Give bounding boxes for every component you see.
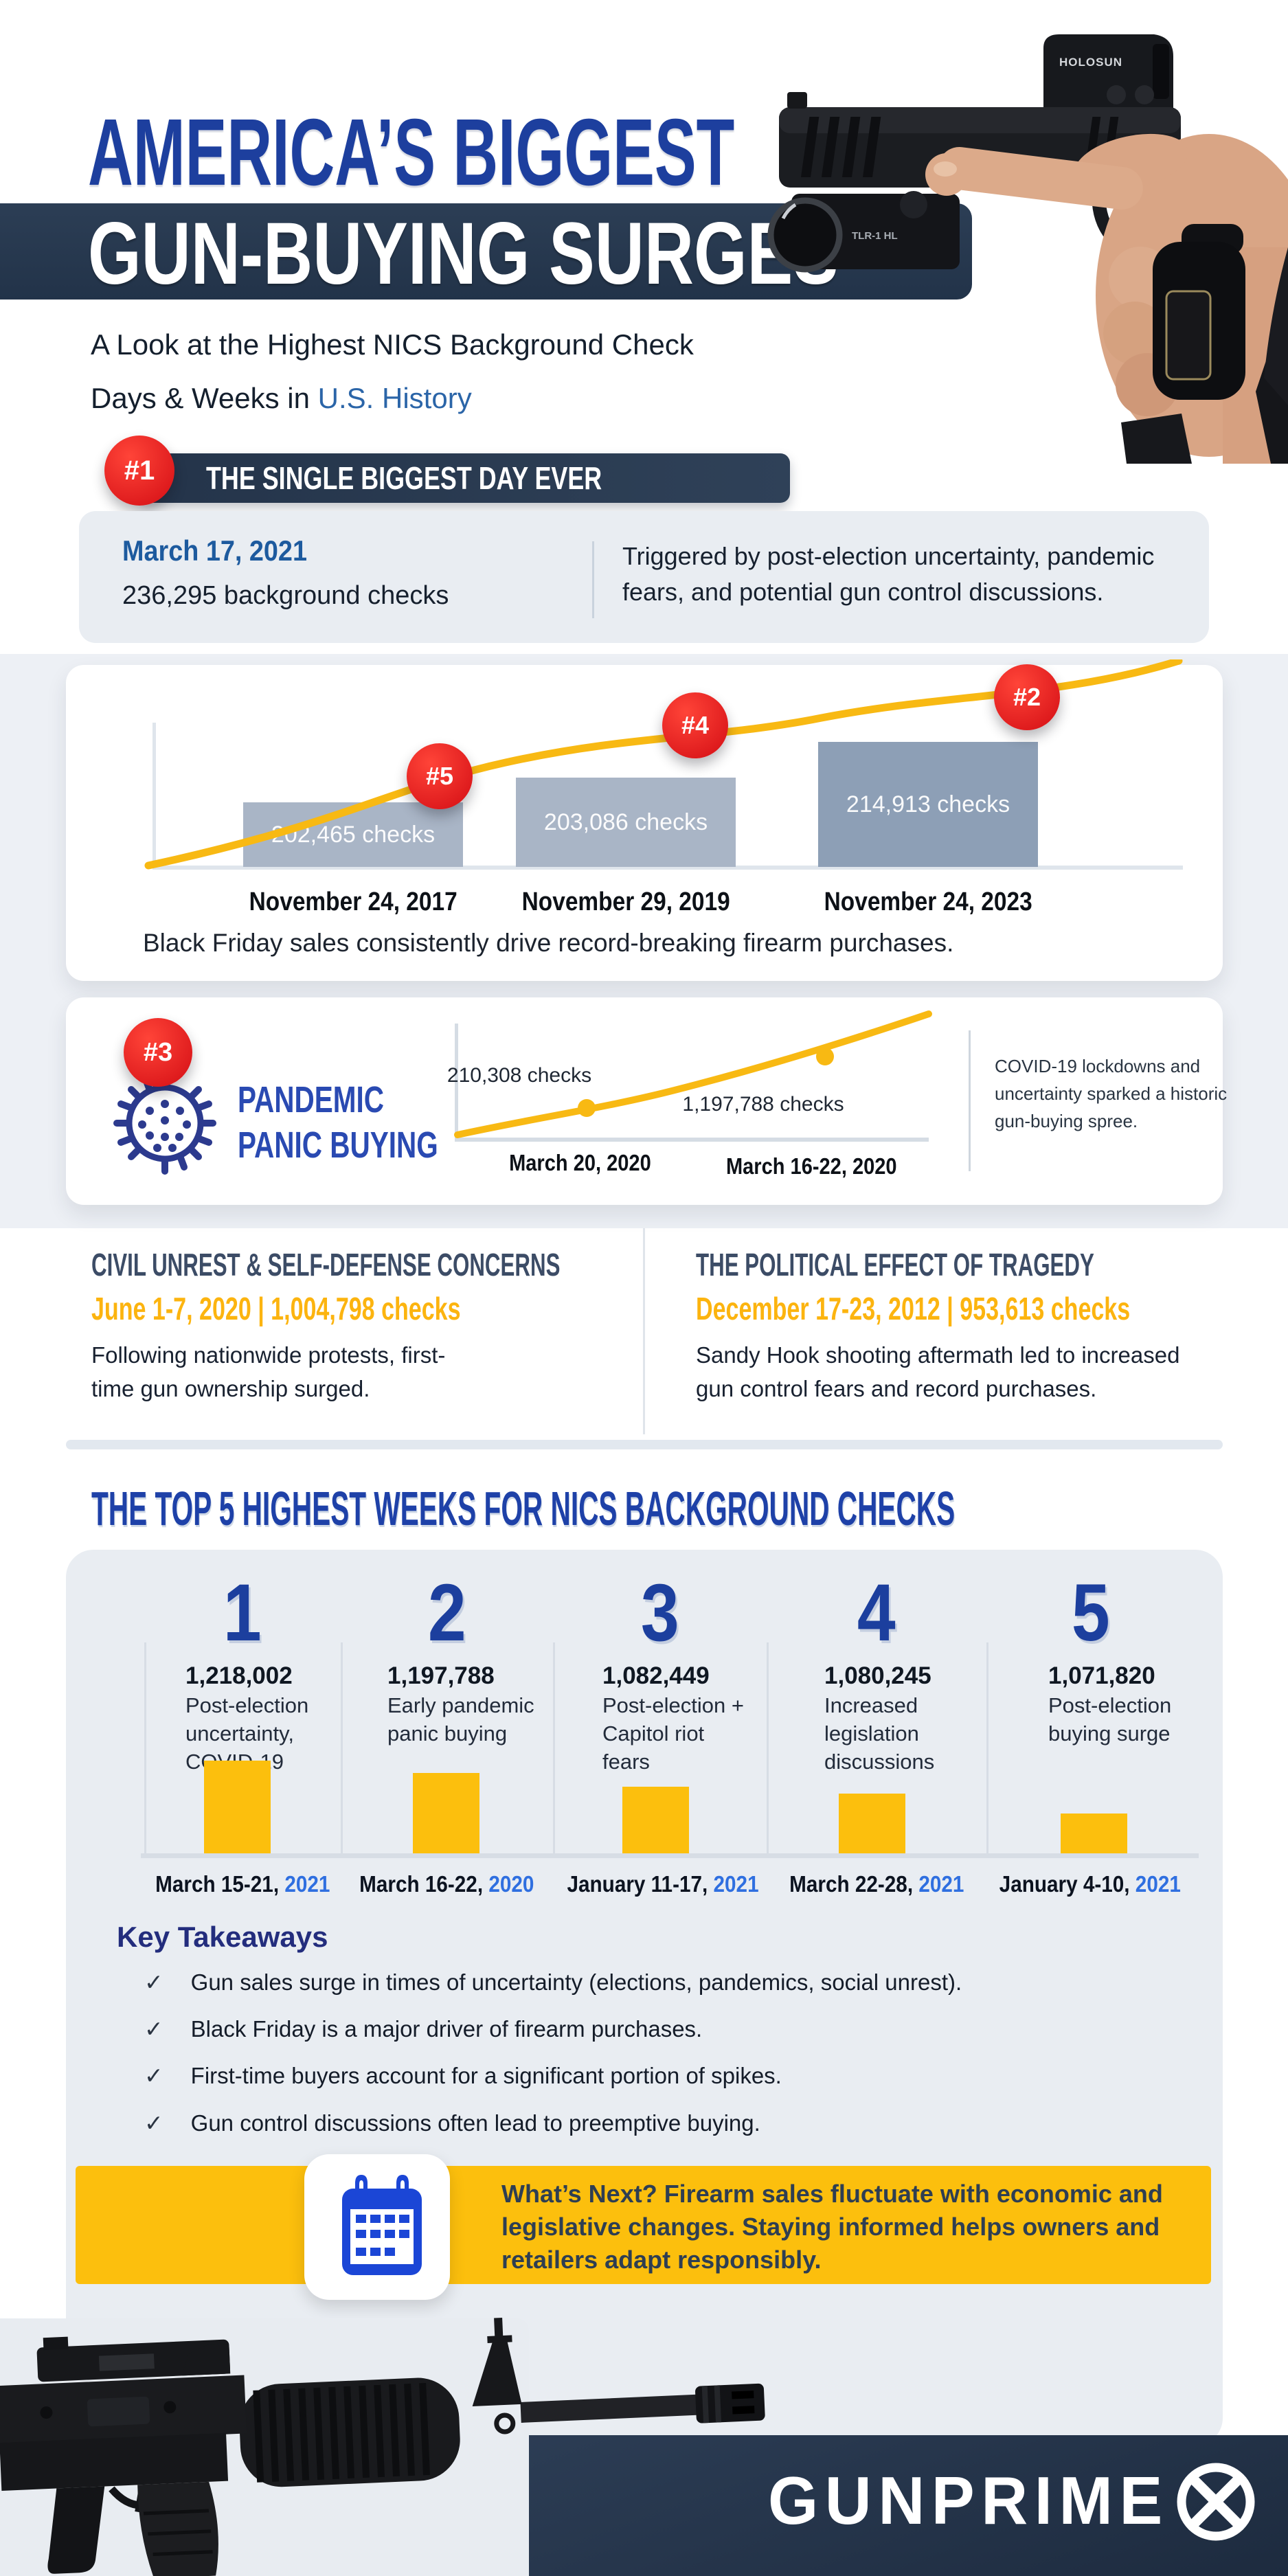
black-friday-date-3: November 24, 2023	[824, 888, 1032, 916]
divider	[553, 1642, 555, 1857]
top5-rank-4: 4	[857, 1568, 896, 1658]
subtitle-line1: A Look at the Highest NICS Background Ch…	[91, 328, 694, 361]
tragedy-heading: THE POLITICAL EFFECT OF TRAGEDY	[696, 1247, 1094, 1283]
black-friday-bar-3: 214,913 checks	[818, 742, 1038, 867]
top5-value-1: 1,218,002	[185, 1662, 293, 1689]
black-friday-date-2: November 29, 2019	[521, 888, 730, 916]
footer-logo-icon	[1177, 2463, 1255, 2541]
key-takeaway-item: ✓ First-time buyers account for a signifi…	[144, 2063, 782, 2088]
divider	[592, 541, 594, 618]
divider	[969, 1030, 971, 1171]
single-biggest-day-heading: THE SINGLE BIGGEST DAY EVER	[206, 460, 602, 496]
civil-unrest-heading: CIVIL UNREST & SELF-DEFENSE CONCERNS	[91, 1247, 561, 1283]
civil-unrest-stat: June 1-7, 2020 | 1,004,798 checks	[91, 1291, 461, 1326]
top5-value-2: 1,197,788	[387, 1662, 495, 1689]
check-icon: ✓	[144, 2110, 163, 2136]
key-takeaways-heading: Key Takeaways	[117, 1921, 328, 1953]
footer-brand: GUNPRIME	[768, 2463, 1169, 2538]
top5-label-2: Early pandemic panic buying	[387, 1693, 534, 1745]
calendar-icon	[342, 2175, 422, 2275]
chart-baseline	[152, 866, 1183, 870]
check-icon: ✓	[144, 2016, 163, 2042]
top5-value-5: 1,071,820	[1048, 1662, 1155, 1689]
pandemic-card	[66, 997, 1223, 1205]
page-title-line2: GUN-BUYING SURGES	[88, 205, 839, 303]
check-icon: ✓	[144, 1969, 163, 1995]
pandemic-description: COVID-19 lockdowns and uncertainty spark…	[995, 1056, 1228, 1131]
top5-label-3: Post-election + Capitol riot fears	[602, 1693, 744, 1774]
whats-next-text: What’s Next? Firearm sales fluctuate wit…	[501, 2180, 1163, 2274]
pandemic-title-line2: PANIC BUYING	[238, 1125, 438, 1166]
top5-rank-5: 5	[1072, 1568, 1110, 1658]
rank-3-badge: #3	[124, 1018, 192, 1087]
rank-1-badge: #1	[104, 436, 174, 506]
light-brand-label: TLR-1 HL	[852, 230, 898, 242]
top5-rank-2: 2	[427, 1568, 466, 1658]
tragedy-description: Sandy Hook shooting aftermath led to inc…	[696, 1342, 1180, 1401]
single-biggest-day-bar	[140, 453, 790, 503]
top5-rank-3: 3	[640, 1568, 679, 1658]
divider	[767, 1642, 769, 1857]
single-biggest-day-value: 236,295 background checks	[122, 581, 449, 610]
rank-5-badge: #5	[407, 743, 473, 809]
black-friday-date-1: November 24, 2017	[249, 888, 457, 916]
rank-4-badge: #4	[662, 692, 728, 758]
pandemic-point2-value: 1,197,788 checks	[682, 1093, 844, 1116]
top5-bar-3	[622, 1787, 689, 1853]
pandemic-point2-date: March 16-22, 2020	[725, 1153, 897, 1179]
top5-bar-1	[204, 1761, 271, 1853]
subtitle-highlight: U.S. History	[317, 382, 472, 414]
single-biggest-day-date: March 17, 2021	[122, 534, 307, 567]
check-icon: ✓	[144, 2063, 163, 2088]
pandemic-title-line1: PANDEMIC	[238, 1079, 385, 1120]
divider	[986, 1642, 988, 1857]
subtitle-line2: Days & Weeks in U.S. History	[91, 382, 472, 415]
subtitle-line2-prefix: Days & Weeks in	[91, 382, 318, 414]
divider	[341, 1642, 343, 1857]
key-takeaway-item: ✓ Black Friday is a major driver of firea…	[144, 2016, 703, 2042]
top5-date-5: January 4-10, 2021	[999, 1871, 1182, 1897]
top5-date-3: January 11-17, 2021	[567, 1871, 759, 1897]
top5-value-4: 1,080,245	[824, 1662, 931, 1689]
top5-date-2: March 16-22, 2020	[359, 1871, 534, 1897]
top5-value-3: 1,082,449	[602, 1662, 710, 1689]
black-friday-caption: Black Friday sales consistently drive re…	[143, 929, 954, 957]
top5-label-4: Increased legislation discussions	[824, 1693, 935, 1774]
chart-y-axis	[152, 723, 156, 868]
civil-unrest-description: Following nationwide protests, first-tim…	[91, 1342, 446, 1401]
optic-brand-label: HOLOSUN	[1059, 56, 1122, 69]
key-takeaway-item: ✓ Gun control discussions often lead to p…	[144, 2110, 760, 2136]
top5-bar-2	[413, 1773, 479, 1853]
top5-bar-4	[839, 1794, 905, 1853]
page-title-line1: AMERICA’S BIGGEST	[88, 100, 735, 205]
black-friday-bar-2: 203,086 checks	[516, 778, 736, 867]
divider	[643, 1228, 645, 1434]
key-takeaway-item: ✓ Gun sales surge in times of uncertainty…	[144, 1969, 962, 1995]
single-biggest-day-card	[79, 511, 1209, 643]
top5-card	[66, 1550, 1223, 2445]
top5-date-4: March 22-28, 2021	[789, 1871, 964, 1897]
tragedy-stat: December 17-23, 2012 | 953,613 checks	[696, 1291, 1131, 1326]
top5-heading: THE TOP 5 HIGHEST WEEKS FOR NICS BACKGRO…	[91, 1482, 956, 1535]
divider	[144, 1642, 146, 1857]
top5-bar-5	[1061, 1814, 1127, 1853]
top5-date-1: March 15-21, 2021	[155, 1871, 330, 1897]
rifle-photo	[0, 2318, 765, 2576]
whats-next-band	[76, 2166, 1211, 2284]
pistol-photo: HOLOSUN TLR-1 HL	[742, 21, 1288, 464]
top5-label-5: Post-election buying surge	[1048, 1693, 1172, 1745]
top5-axis	[141, 1853, 1199, 1858]
top5-rank-1: 1	[223, 1568, 262, 1658]
pandemic-point1-value: 210,308 checks	[447, 1064, 592, 1087]
single-biggest-day-description: Triggered by post-election uncertainty, …	[622, 542, 1155, 606]
pandemic-point1-date: March 20, 2020	[508, 1150, 651, 1175]
section-divider-strip	[66, 1440, 1223, 1449]
rank-2-badge: #2	[994, 664, 1060, 730]
pandemic-line-chart	[454, 1010, 932, 1142]
